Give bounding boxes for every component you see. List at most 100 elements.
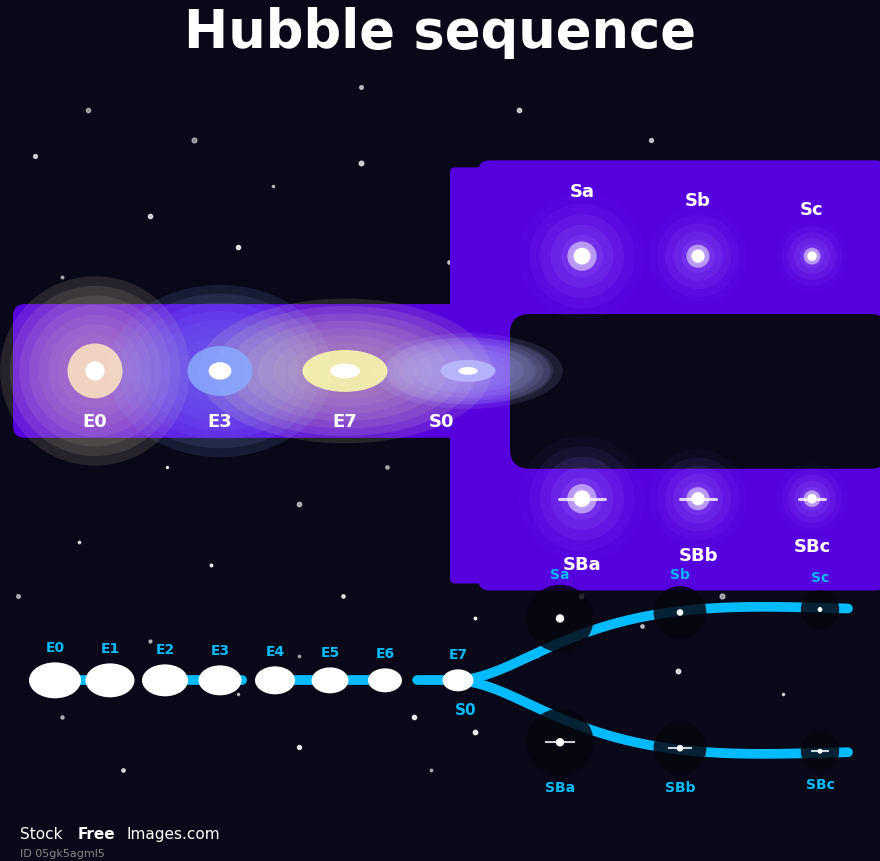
Ellipse shape bbox=[85, 664, 135, 697]
Ellipse shape bbox=[677, 745, 683, 752]
Ellipse shape bbox=[807, 252, 817, 262]
Ellipse shape bbox=[373, 334, 563, 409]
Ellipse shape bbox=[806, 493, 818, 505]
Ellipse shape bbox=[818, 607, 823, 612]
Ellipse shape bbox=[686, 245, 709, 269]
Ellipse shape bbox=[199, 666, 241, 696]
Ellipse shape bbox=[568, 485, 597, 514]
Ellipse shape bbox=[692, 492, 705, 505]
Text: Hubble sequence: Hubble sequence bbox=[184, 7, 696, 59]
Ellipse shape bbox=[807, 494, 817, 504]
Ellipse shape bbox=[0, 277, 190, 466]
Text: Sc: Sc bbox=[810, 570, 829, 584]
Ellipse shape bbox=[571, 489, 592, 510]
Text: SBa: SBa bbox=[562, 555, 601, 573]
Ellipse shape bbox=[39, 315, 151, 428]
Ellipse shape bbox=[120, 294, 320, 449]
Text: E4: E4 bbox=[266, 645, 284, 659]
Ellipse shape bbox=[574, 249, 590, 265]
Ellipse shape bbox=[10, 287, 180, 456]
Ellipse shape bbox=[690, 491, 707, 507]
Ellipse shape bbox=[673, 232, 722, 282]
Ellipse shape bbox=[443, 670, 473, 691]
Ellipse shape bbox=[803, 249, 820, 265]
Ellipse shape bbox=[551, 226, 613, 288]
Text: Sc: Sc bbox=[800, 201, 824, 219]
Ellipse shape bbox=[540, 457, 624, 541]
Ellipse shape bbox=[209, 362, 231, 381]
FancyBboxPatch shape bbox=[13, 305, 507, 438]
Text: E7: E7 bbox=[333, 412, 357, 430]
Ellipse shape bbox=[312, 667, 348, 693]
Ellipse shape bbox=[551, 468, 613, 530]
Ellipse shape bbox=[673, 474, 722, 523]
Ellipse shape bbox=[530, 205, 634, 309]
Ellipse shape bbox=[692, 251, 705, 263]
Ellipse shape bbox=[556, 615, 564, 623]
Ellipse shape bbox=[690, 249, 707, 265]
Ellipse shape bbox=[561, 236, 603, 278]
Ellipse shape bbox=[806, 251, 818, 263]
Ellipse shape bbox=[29, 663, 81, 698]
Ellipse shape bbox=[530, 447, 634, 551]
Ellipse shape bbox=[681, 240, 715, 273]
FancyBboxPatch shape bbox=[478, 161, 880, 337]
Ellipse shape bbox=[400, 344, 537, 399]
Ellipse shape bbox=[130, 303, 310, 440]
Ellipse shape bbox=[654, 586, 707, 639]
Text: E6: E6 bbox=[376, 647, 394, 660]
Ellipse shape bbox=[19, 296, 171, 447]
Text: E3: E3 bbox=[210, 644, 230, 658]
Ellipse shape bbox=[48, 325, 142, 418]
Ellipse shape bbox=[383, 338, 554, 406]
Ellipse shape bbox=[526, 709, 594, 776]
FancyBboxPatch shape bbox=[510, 314, 880, 469]
Text: Sb: Sb bbox=[685, 192, 711, 210]
Ellipse shape bbox=[29, 306, 161, 437]
Ellipse shape bbox=[801, 732, 840, 771]
Text: Stock: Stock bbox=[20, 827, 62, 841]
FancyBboxPatch shape bbox=[478, 414, 880, 591]
Ellipse shape bbox=[665, 224, 731, 290]
Text: E1: E1 bbox=[100, 641, 120, 655]
Ellipse shape bbox=[800, 487, 824, 511]
Ellipse shape bbox=[782, 227, 842, 287]
Ellipse shape bbox=[213, 307, 477, 437]
Ellipse shape bbox=[803, 491, 820, 507]
Ellipse shape bbox=[165, 329, 275, 414]
Ellipse shape bbox=[153, 320, 287, 423]
Ellipse shape bbox=[654, 722, 707, 775]
Text: SBc: SBc bbox=[794, 537, 831, 555]
Text: Sb: Sb bbox=[670, 567, 690, 581]
Ellipse shape bbox=[788, 233, 836, 281]
Ellipse shape bbox=[402, 345, 534, 398]
Ellipse shape bbox=[303, 350, 387, 393]
Ellipse shape bbox=[142, 312, 298, 431]
Text: SBb: SBb bbox=[664, 780, 695, 794]
Ellipse shape bbox=[243, 321, 447, 422]
Ellipse shape bbox=[385, 338, 551, 405]
Ellipse shape bbox=[818, 749, 823, 753]
Ellipse shape bbox=[458, 368, 478, 375]
Ellipse shape bbox=[198, 300, 492, 443]
Ellipse shape bbox=[187, 347, 253, 396]
Ellipse shape bbox=[656, 216, 739, 298]
Ellipse shape bbox=[686, 487, 709, 511]
Text: E7: E7 bbox=[449, 647, 467, 661]
Text: E0: E0 bbox=[46, 641, 64, 654]
Ellipse shape bbox=[108, 286, 332, 457]
Ellipse shape bbox=[441, 361, 495, 382]
Text: Images.com: Images.com bbox=[126, 827, 220, 841]
Ellipse shape bbox=[561, 478, 603, 520]
Ellipse shape bbox=[568, 242, 597, 271]
Ellipse shape bbox=[571, 246, 592, 267]
Ellipse shape bbox=[788, 475, 836, 523]
Ellipse shape bbox=[228, 314, 462, 429]
Text: SBa: SBa bbox=[545, 780, 575, 794]
Text: E0: E0 bbox=[83, 412, 107, 430]
Ellipse shape bbox=[800, 245, 824, 269]
Ellipse shape bbox=[142, 665, 188, 697]
Ellipse shape bbox=[68, 344, 122, 399]
Ellipse shape bbox=[681, 483, 715, 516]
Ellipse shape bbox=[412, 349, 524, 394]
